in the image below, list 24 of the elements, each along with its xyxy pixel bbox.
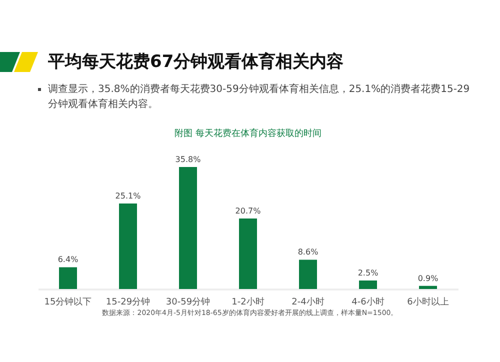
x-tick-label: 1-2小时 [232,296,264,308]
bar [239,218,257,289]
bar [179,167,197,289]
x-tick-label: 30-59分钟 [166,296,210,308]
bar [359,280,377,289]
chart-subtitle: 附图 每天花费在体育内容获取的时间 [174,128,322,139]
data-label: 25.1% [115,191,142,200]
bar [419,286,437,289]
x-tick-label: 15-29分钟 [106,296,150,308]
data-label: 0.9% [418,274,439,283]
data-label: 2.5% [358,268,379,278]
x-tick-label: 6小时以上 [407,296,449,308]
bar [119,203,137,289]
data-label: 20.7% [235,206,262,216]
x-tick-label: 15分钟以下 [44,296,92,308]
data-label: 8.6% [298,248,319,257]
x-tick-label: 4-6小时 [352,296,384,308]
data-label: 35.8% [175,155,202,164]
bar [59,267,77,289]
data-label: 6.4% [58,255,79,264]
x-tick-label: 2-4小时 [292,296,324,308]
text: 调查显示，35.8%的消费者每天花费30-59分钟观看体育相关信息，25.1%的消费者花费15-29分钟观看体育相关内容。 [40,82,478,112]
chart-title: 平均每天花费67分钟观看体育相关内容 [48,51,344,73]
bar [299,260,317,289]
